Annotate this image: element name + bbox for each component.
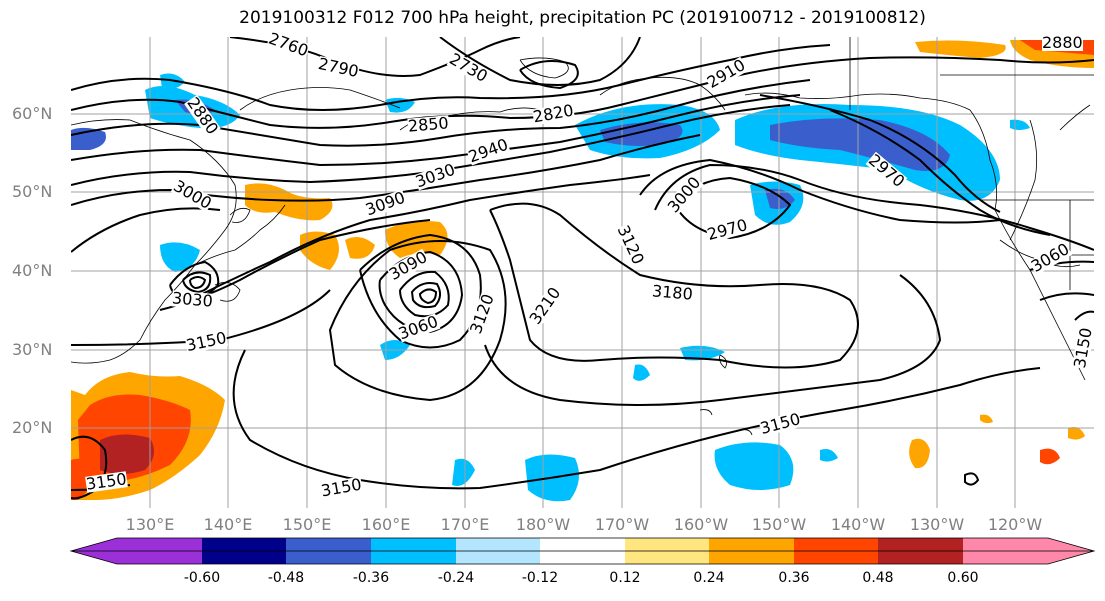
colorbar-tick-label: 0.48 — [862, 570, 894, 586]
contour-label: 2880 — [1042, 33, 1083, 52]
lon-label: 170°W — [594, 515, 650, 534]
positive-precip-regions — [71, 40, 1094, 500]
contour-label: 3030 — [171, 288, 214, 311]
lon-label: 150°W — [751, 515, 807, 534]
lat-label: 40°N — [12, 261, 53, 280]
lat-label: 50°N — [12, 182, 53, 201]
colorbar-tick-label: 0.60 — [947, 570, 979, 586]
colorbar-tick-label: -0.48 — [267, 570, 305, 586]
colorbar-tick-label: -0.60 — [183, 570, 221, 586]
lon-label: 150°E — [282, 515, 332, 534]
lon-label: 140°W — [830, 515, 886, 534]
precip-fill-layer — [71, 40, 1094, 502]
lon-label: 170°E — [440, 515, 490, 534]
lon-label: 130°W — [909, 515, 965, 534]
lon-label: 160°E — [361, 515, 411, 534]
colorbar-tick-label: -0.12 — [521, 570, 559, 586]
colorbar-tick-label: 0.36 — [778, 570, 810, 586]
lon-label: 120°W — [987, 515, 1043, 534]
colorbar-tick-label: 0.12 — [609, 570, 641, 586]
colorbar-tick-label: 0.24 — [693, 570, 725, 586]
lon-label: 180°W — [515, 515, 571, 534]
lat-label: 60°N — [12, 104, 53, 123]
contour-label: 2850 — [407, 113, 450, 136]
lon-label: 160°W — [673, 515, 729, 534]
lat-label: 30°N — [12, 340, 53, 359]
lon-label: 140°E — [203, 515, 253, 534]
graticule — [71, 37, 1094, 508]
lon-label: 130°E — [125, 515, 175, 534]
contour-label: 3180 — [651, 281, 694, 304]
map-title: 2019100312 F012 700 hPa height, precipit… — [239, 8, 926, 28]
colorbar-tick-label: -0.36 — [352, 570, 390, 586]
lat-label: 20°N — [12, 418, 53, 437]
colorbar-tick-label: -0.24 — [437, 570, 475, 586]
